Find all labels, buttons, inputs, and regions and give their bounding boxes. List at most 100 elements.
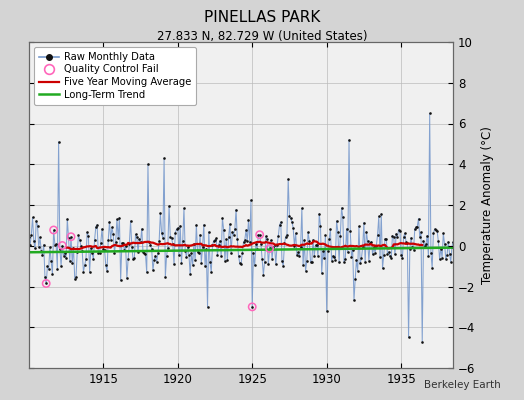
Point — [77, 243, 85, 249]
Point — [412, 224, 420, 230]
Point — [102, 262, 110, 268]
Point — [167, 235, 176, 241]
Point — [268, 256, 276, 262]
Point — [165, 203, 173, 209]
Point — [45, 265, 53, 272]
Point — [162, 252, 171, 259]
Point — [52, 241, 60, 248]
Point — [189, 262, 197, 269]
Point — [119, 240, 127, 246]
Point — [427, 250, 435, 256]
Point — [66, 258, 74, 264]
Point — [140, 250, 148, 256]
Point — [104, 237, 113, 243]
Point — [39, 241, 48, 248]
Point — [211, 237, 219, 243]
Point — [145, 239, 154, 246]
Point — [270, 242, 279, 248]
Point — [139, 249, 147, 255]
Point — [355, 223, 363, 230]
Point — [214, 242, 223, 248]
Point — [99, 245, 107, 252]
Point — [124, 256, 132, 262]
Point — [201, 263, 209, 269]
Point — [342, 226, 351, 232]
Point — [179, 238, 187, 244]
Point — [46, 244, 54, 251]
Point — [196, 231, 204, 238]
Point — [61, 250, 69, 257]
Point — [186, 271, 194, 277]
Point — [79, 268, 88, 275]
Point — [315, 210, 323, 217]
Point — [299, 262, 307, 268]
Point — [231, 226, 239, 232]
Point — [273, 242, 281, 249]
Point — [331, 256, 340, 263]
Point — [336, 232, 344, 239]
Point — [263, 236, 271, 243]
Point — [118, 240, 126, 246]
Point — [244, 217, 253, 224]
Point — [388, 232, 397, 239]
Point — [130, 255, 138, 261]
Point — [199, 244, 207, 250]
Point — [84, 233, 93, 239]
Point — [28, 214, 37, 221]
Point — [194, 250, 203, 256]
Point — [340, 259, 348, 266]
Point — [330, 253, 339, 260]
Point — [34, 222, 42, 229]
Point — [258, 256, 266, 262]
Point — [377, 211, 386, 217]
Point — [58, 242, 67, 249]
Point — [362, 228, 370, 235]
Point — [256, 232, 264, 238]
Point — [257, 240, 265, 247]
Point — [305, 238, 313, 244]
Point — [301, 268, 310, 274]
Point — [405, 334, 413, 341]
Point — [421, 243, 429, 250]
Point — [449, 239, 457, 245]
Point — [108, 224, 116, 231]
Point — [47, 258, 56, 264]
Point — [308, 259, 316, 266]
Point — [191, 257, 199, 264]
Point — [428, 265, 436, 271]
Point — [264, 261, 272, 268]
Point — [289, 225, 297, 231]
Point — [213, 252, 222, 258]
Point — [154, 250, 162, 256]
Point — [81, 262, 89, 268]
Point — [157, 230, 166, 236]
Point — [438, 254, 446, 261]
Point — [267, 237, 275, 244]
Point — [78, 248, 86, 254]
Point — [334, 228, 342, 235]
Point — [166, 234, 174, 240]
Point — [126, 218, 135, 224]
Point — [180, 205, 188, 212]
Point — [89, 256, 97, 262]
Point — [233, 236, 242, 242]
Point — [436, 245, 445, 252]
Point — [455, 273, 464, 279]
Point — [63, 216, 71, 222]
Point — [146, 242, 155, 248]
Point — [332, 218, 341, 224]
Point — [160, 155, 168, 161]
Point — [223, 257, 232, 263]
Point — [176, 222, 184, 229]
Point — [36, 234, 44, 240]
Point — [83, 229, 91, 236]
Point — [48, 270, 57, 277]
Point — [128, 244, 136, 250]
Point — [443, 252, 451, 258]
Point — [403, 240, 411, 246]
Point — [452, 252, 460, 259]
Point — [271, 261, 280, 268]
Point — [41, 274, 49, 280]
Point — [94, 250, 103, 256]
Point — [210, 238, 218, 244]
